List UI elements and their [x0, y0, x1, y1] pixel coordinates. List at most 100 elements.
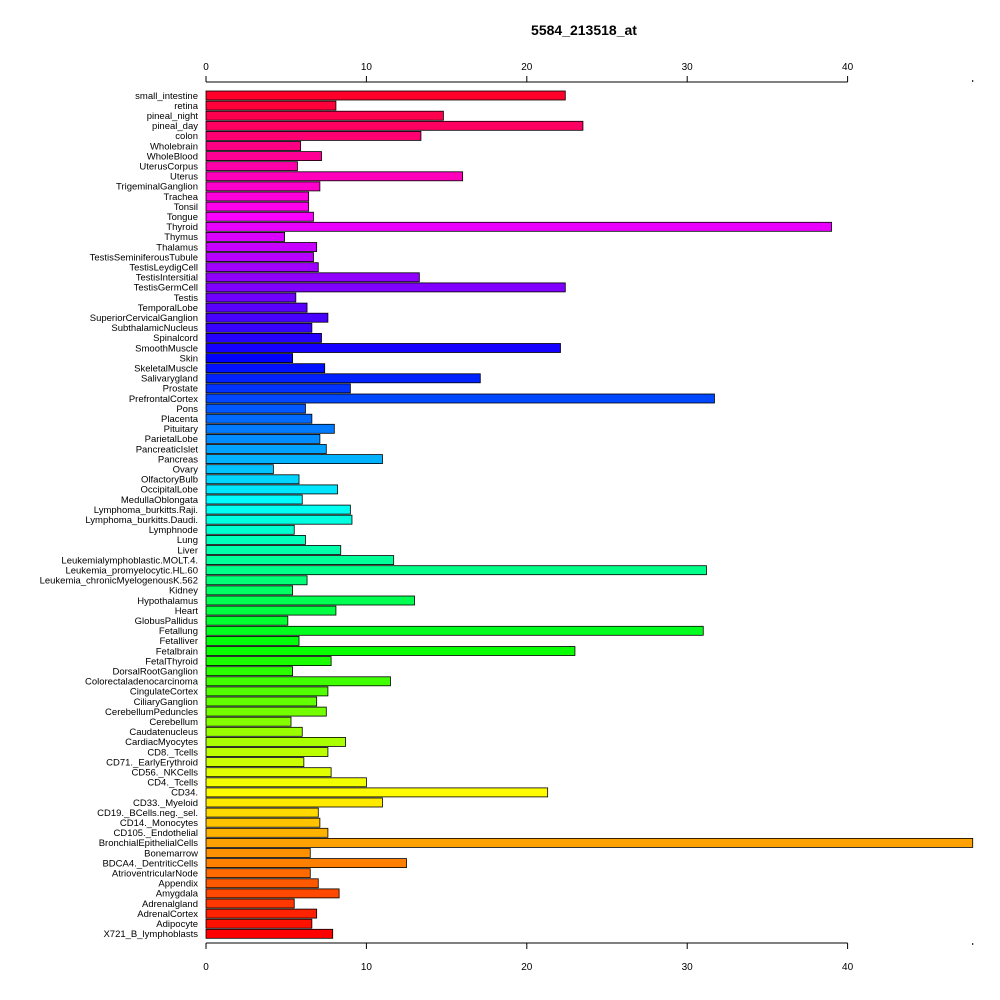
- bar: [205, 332, 322, 343]
- bar: [205, 373, 481, 384]
- category-label: Fetalbrain: [156, 646, 198, 657]
- category-label: SubthalamicNucleus: [111, 323, 198, 334]
- category-label: SkeletalMuscle: [134, 364, 198, 375]
- bar: [205, 726, 303, 737]
- bar: [205, 363, 326, 374]
- bar: [205, 191, 310, 202]
- category-label: retina: [174, 101, 198, 112]
- bar: [205, 555, 395, 565]
- category-label: MedullaOblongata: [121, 495, 199, 506]
- bar: [205, 686, 329, 697]
- bar: [205, 858, 407, 868]
- category-label: OlfactoryBulb: [141, 475, 198, 486]
- bottom-tick-label: 30: [682, 962, 694, 973]
- category-label: Prostate: [163, 384, 198, 395]
- bar: [205, 908, 318, 919]
- category-label: DorsalRootGanglion: [112, 667, 198, 678]
- bar: [205, 918, 313, 929]
- bar: [205, 928, 334, 939]
- category-label: Fetallung: [159, 626, 198, 637]
- bar: [205, 888, 340, 899]
- bar: [205, 757, 305, 767]
- bar: [205, 535, 306, 545]
- category-label: BronchialEpithelialCells: [99, 838, 199, 849]
- bar: [205, 231, 285, 242]
- category-label: Lung: [177, 535, 198, 546]
- category-label: CD56._NKCells: [131, 768, 198, 779]
- bar: [205, 90, 566, 101]
- bottom-tick-label: 40: [842, 962, 854, 973]
- bar: [205, 615, 289, 626]
- bar: [205, 646, 576, 656]
- category-label: Amygdala: [156, 889, 199, 900]
- bar: [205, 666, 294, 677]
- bar: [205, 797, 383, 808]
- category-label: Skin: [180, 353, 198, 364]
- category-label: UterusCorpus: [139, 162, 198, 173]
- bottom-tick-label: 0: [203, 962, 209, 973]
- top-tick-label: 40: [842, 62, 854, 73]
- bar: [205, 161, 298, 172]
- category-label: OccipitalLobe: [140, 485, 198, 496]
- category-label: Tonsil: [174, 202, 198, 213]
- bar: [205, 302, 308, 313]
- category-label: Kidney: [169, 586, 198, 597]
- bar: [205, 343, 561, 353]
- bar: [205, 201, 310, 212]
- bar: [205, 221, 832, 232]
- category-label: CerebellumPeduncles: [105, 707, 198, 718]
- category-label: ParietalLobe: [145, 434, 198, 445]
- bar: [205, 110, 444, 121]
- bar: [205, 777, 367, 788]
- bar: [205, 807, 319, 818]
- bar: [205, 242, 318, 252]
- bar: [205, 545, 342, 555]
- bar: [205, 181, 321, 192]
- category-label: Bonemarrow: [144, 848, 198, 859]
- category-label: CD19._BCells.neg._sel.: [97, 808, 198, 819]
- bottom-tick-label: 10: [361, 962, 373, 973]
- bar: [205, 605, 337, 616]
- bar: [205, 656, 332, 666]
- bar: [205, 716, 292, 727]
- bar: [205, 403, 306, 414]
- chart-title: 5584_213518_at: [531, 22, 637, 38]
- bar: [205, 120, 584, 131]
- bar: [205, 514, 353, 525]
- category-label: Leukemia_promyelocytic.HL.60: [65, 566, 198, 577]
- bar: [205, 737, 346, 747]
- bar: [205, 423, 335, 434]
- bar: [205, 262, 319, 273]
- bar: [205, 444, 327, 454]
- category-label: CD4._Tcells: [147, 778, 198, 789]
- category-label: Tongue: [167, 212, 198, 223]
- bar: [205, 767, 332, 778]
- bar: [205, 706, 327, 717]
- category-label: Uterus: [170, 172, 198, 183]
- category-label: Thalamus: [156, 242, 198, 253]
- category-label: pineal_day: [152, 121, 198, 132]
- category-label: Placenta: [161, 414, 199, 425]
- category-label: Liver: [177, 545, 198, 556]
- category-label: Salivarygland: [141, 374, 198, 385]
- bar: [205, 353, 294, 364]
- bar: [205, 151, 322, 162]
- category-label: WholeBlood: [147, 151, 198, 162]
- bottom-tick-label: 20: [521, 962, 533, 973]
- category-label: Leukemia_chronicMyelogenousK.562: [40, 576, 198, 587]
- bar: [205, 585, 294, 596]
- category-label: SuperiorCervicalGanglion: [90, 313, 198, 324]
- category-label: TestisSeminiferousTubule: [90, 252, 198, 263]
- category-label: X721_B_lymphoblasts: [103, 929, 198, 940]
- bar: [205, 433, 321, 444]
- top-tick-label: 0: [203, 62, 209, 73]
- category-label: Spinalcord: [153, 333, 198, 344]
- category-label: Fetalliver: [159, 636, 198, 647]
- bar: [205, 747, 329, 757]
- bar: [205, 676, 391, 687]
- bar: [205, 252, 314, 263]
- bar: [205, 565, 707, 576]
- bar: [205, 787, 549, 798]
- bar: [205, 484, 338, 495]
- bar: [205, 625, 704, 636]
